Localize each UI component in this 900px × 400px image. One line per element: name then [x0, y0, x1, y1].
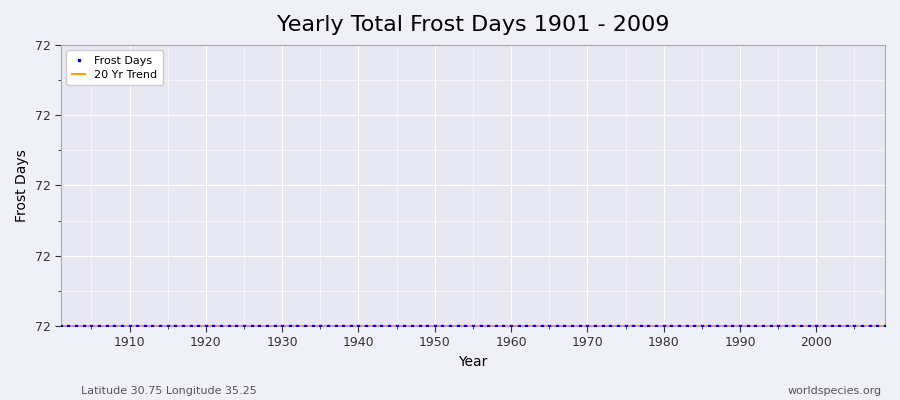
Frost Days [498, 324, 508, 328]
Legend: Frost Days, 20 Yr Trend: Frost Days, 20 Yr Trend [67, 50, 163, 85]
20 Yr Trend [498, 324, 508, 328]
Frost Days [506, 324, 517, 328]
Frost Days [116, 324, 127, 328]
Frost Days [879, 324, 890, 328]
20 Yr Trend [506, 324, 517, 328]
Frost Days [56, 324, 67, 328]
20 Yr Trend [879, 324, 890, 328]
20 Yr Trend [284, 324, 295, 328]
Text: worldspecies.org: worldspecies.org [788, 386, 882, 396]
Frost Days [330, 324, 341, 328]
Y-axis label: Frost Days: Frost Days [15, 149, 29, 222]
Frost Days [598, 324, 608, 328]
20 Yr Trend [598, 324, 608, 328]
20 Yr Trend [330, 324, 341, 328]
20 Yr Trend [116, 324, 127, 328]
X-axis label: Year: Year [458, 355, 488, 369]
Line: Frost Days: Frost Days [59, 325, 886, 328]
Frost Days [284, 324, 295, 328]
20 Yr Trend [56, 324, 67, 328]
Text: Latitude 30.75 Longitude 35.25: Latitude 30.75 Longitude 35.25 [81, 386, 256, 396]
Title: Yearly Total Frost Days 1901 - 2009: Yearly Total Frost Days 1901 - 2009 [276, 15, 670, 35]
